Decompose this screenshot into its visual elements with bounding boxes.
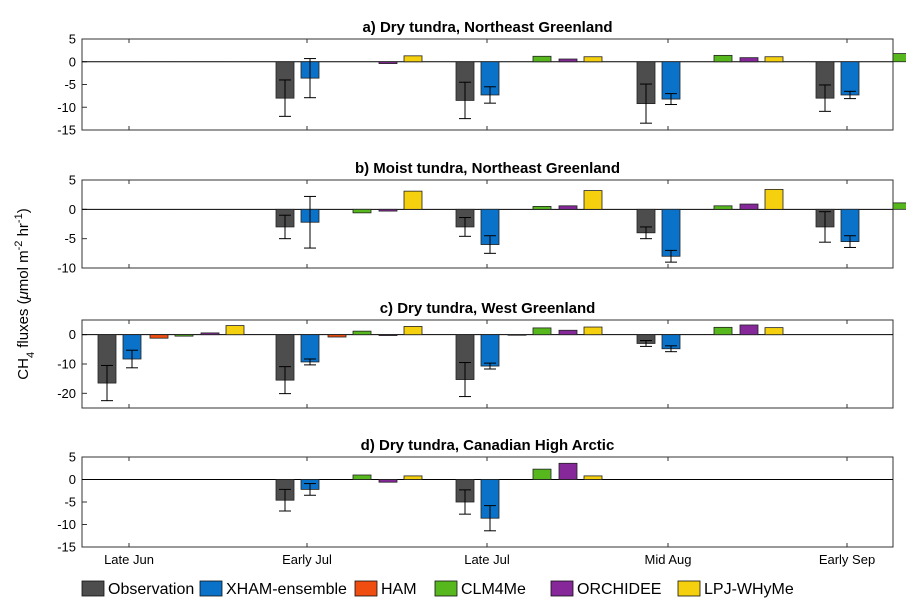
legend-label: CLM4Me — [461, 581, 526, 598]
y-tick-label: -10 — [57, 517, 76, 532]
bar-orchidee — [739, 324, 759, 336]
y-tick-label: 5 — [69, 173, 76, 188]
bar-ham — [507, 334, 527, 336]
panel-c: c) Dry tundra, West Greenland 0 -10 -20 — [57, 300, 906, 409]
bar-lpj-whyme — [403, 475, 423, 480]
y-tick-label: -5 — [64, 77, 76, 92]
y-tick-label: -10 — [57, 100, 76, 115]
bar-orchidee — [378, 208, 398, 212]
bar-xham-ensemble — [480, 334, 500, 367]
legend-swatch — [354, 580, 378, 597]
panel-title: b) Moist tundra, Northeast Greenland — [355, 160, 620, 177]
bar-clm4me — [892, 202, 906, 210]
x-category-label: Late Jul — [464, 552, 510, 567]
bar-xham-ensemble — [300, 334, 320, 363]
legend-label: LPJ-WHyMe — [704, 581, 794, 598]
panel-title: c) Dry tundra, West Greenland — [380, 300, 596, 317]
bar-lpj-whyme — [764, 56, 784, 63]
y-tick-label: 5 — [69, 32, 76, 47]
panel-d: d) Dry tundra, Canadian High Arctic 5 0 -5 -… — [57, 437, 906, 555]
bar-lpj-whyme — [764, 188, 784, 210]
bar-clm4me — [713, 205, 733, 210]
bar-orchidee — [378, 479, 398, 483]
legend-swatch — [434, 580, 458, 597]
y-tick-label: 0 — [69, 472, 76, 487]
bar-orchidee — [558, 58, 578, 63]
bar-orchidee — [200, 332, 220, 336]
panel-title: d) Dry tundra, Canadian High Arctic — [361, 437, 615, 454]
x-category-label: Early Sep — [819, 552, 875, 567]
legend-label: XHAM-ensemble — [226, 581, 347, 598]
panel-a: a) Dry tundra, Northeast Greenland 5 0 -5 -1… — [57, 19, 906, 138]
bar-clm4me — [532, 468, 552, 480]
x-category-label: Early Jul — [282, 552, 332, 567]
bar-lpj-whyme — [583, 190, 603, 210]
legend-swatch — [81, 580, 105, 597]
panel-b: b) Moist tundra, Northeast Greenland 5 0 -5… — [57, 160, 906, 276]
bar-orchidee — [558, 329, 578, 336]
y-tick-label: -20 — [57, 386, 76, 401]
bar-lpj-whyme — [403, 326, 423, 336]
legend-label: Observation — [108, 581, 194, 598]
bar-lpj-whyme — [403, 55, 423, 63]
bar-clm4me — [352, 330, 372, 336]
bar-orchidee — [558, 205, 578, 210]
y-tick-label: 5 — [69, 450, 76, 465]
bar-lpj-whyme — [583, 326, 603, 336]
bar-clm4me — [532, 327, 552, 336]
panel-title: a) Dry tundra, Northeast Greenland — [362, 19, 612, 36]
y-tick-label: -15 — [57, 123, 76, 138]
bar-clm4me — [352, 208, 372, 214]
legend-swatch — [550, 580, 574, 597]
bar-clm4me — [532, 205, 552, 210]
bar-lpj-whyme — [225, 325, 245, 336]
bar-lpj-whyme — [583, 56, 603, 63]
y-tick-label: -15 — [57, 540, 76, 555]
bar-orchidee — [558, 462, 578, 480]
bar-clm4me — [713, 326, 733, 336]
legend-label: ORCHIDEE — [577, 581, 661, 598]
y-tick-label: 0 — [69, 54, 76, 69]
bar-clm4me — [713, 54, 733, 63]
bar-lpj-whyme — [403, 190, 423, 210]
legend-swatch — [677, 580, 701, 597]
y-tick-label: 0 — [69, 202, 76, 217]
bar-lpj-whyme — [583, 475, 603, 480]
bar-clm4me — [352, 474, 372, 480]
y-tick-label: -10 — [57, 357, 76, 372]
bar-ham — [327, 334, 347, 338]
bar-clm4me — [532, 55, 552, 63]
legend: Observation XHAM-ensemble HAM CLM4Me ORCHIDE… — [81, 580, 794, 598]
bar-xham-ensemble — [661, 208, 681, 257]
bar-lpj-whyme — [764, 327, 784, 336]
y-tick-label: 0 — [69, 327, 76, 342]
bar-orchidee — [378, 334, 398, 336]
bar-ham — [149, 334, 169, 339]
y-tick-label: -5 — [64, 495, 76, 510]
bar-orchidee — [378, 61, 398, 64]
bar-orchidee — [739, 203, 759, 210]
bar-orchidee — [739, 57, 759, 63]
y-tick-label: -5 — [64, 231, 76, 246]
bar-clm4me — [174, 334, 194, 337]
legend-swatch — [199, 580, 223, 597]
legend-label: HAM — [381, 581, 417, 598]
bar-xham-ensemble — [840, 61, 860, 96]
x-category-label: Mid Aug — [645, 552, 692, 567]
y-axis-label: CH4 fluxes (μmol m-2 hr-1) — [13, 208, 37, 379]
bar-clm4me — [892, 53, 906, 63]
y-tick-label: -10 — [57, 261, 76, 276]
x-category-label: Late Jun — [104, 552, 154, 567]
